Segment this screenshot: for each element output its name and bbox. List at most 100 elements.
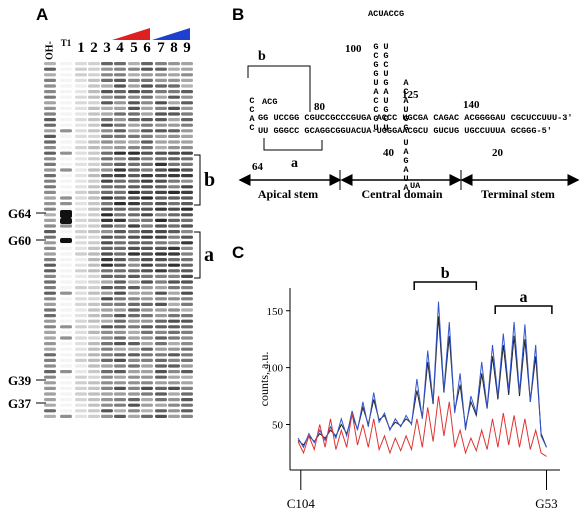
gel-band	[141, 386, 153, 390]
gel-band	[155, 370, 167, 374]
gel-band	[101, 134, 113, 138]
gel-band	[168, 185, 180, 189]
gel-band	[155, 241, 167, 245]
gel-band	[141, 392, 153, 396]
gel-band	[168, 386, 180, 390]
gel-band	[155, 274, 167, 278]
series-line	[297, 301, 547, 449]
gel-band	[128, 330, 140, 334]
gel-band	[75, 224, 87, 228]
gel-band	[128, 84, 140, 88]
gel-band	[101, 151, 113, 155]
gel-band	[60, 78, 72, 82]
gel-band	[155, 213, 167, 217]
gel-band	[60, 280, 72, 284]
gel-band	[60, 123, 72, 127]
gel-band	[181, 325, 193, 329]
gel-band	[114, 174, 126, 178]
gel-band	[44, 241, 56, 245]
gel-band	[88, 112, 100, 116]
gel-band	[44, 146, 56, 150]
gel-band	[168, 101, 180, 105]
gel-band	[155, 123, 167, 127]
gel-band	[141, 409, 153, 413]
gel-band	[44, 258, 56, 262]
gel-band	[60, 302, 72, 306]
gel-band	[75, 118, 87, 122]
gel-band	[44, 342, 56, 346]
gel-band	[101, 269, 113, 273]
lane-label: 9	[183, 40, 191, 56]
gel-band	[168, 207, 180, 211]
gel-band	[88, 146, 100, 150]
gel-band	[181, 179, 193, 183]
gel-band	[181, 263, 193, 267]
gel-band	[168, 375, 180, 379]
gel-band	[44, 118, 56, 122]
gel-band	[181, 140, 193, 144]
gel-band	[101, 241, 113, 245]
gel-band	[128, 140, 140, 144]
gel-band	[168, 196, 180, 200]
gel-band	[60, 414, 72, 418]
gel-band	[75, 190, 87, 194]
gel-band	[168, 241, 180, 245]
gel-band	[101, 286, 113, 290]
gel-band	[101, 392, 113, 396]
gel-band	[128, 364, 140, 368]
gel-band	[114, 129, 126, 133]
gel-band	[181, 241, 193, 245]
gel-band	[101, 235, 113, 239]
gel-band	[181, 403, 193, 407]
gel-band	[88, 151, 100, 155]
gel-band	[75, 78, 87, 82]
gel-band	[141, 90, 153, 94]
gel-band	[88, 129, 100, 133]
gel-band	[155, 84, 167, 88]
gel-band	[44, 95, 56, 99]
gel-band	[168, 146, 180, 150]
lane-label: 6	[143, 40, 151, 56]
gel-band	[168, 286, 180, 290]
gel-band	[128, 347, 140, 351]
gel-band	[44, 370, 56, 374]
gel-band	[44, 101, 56, 105]
gel-band	[88, 386, 100, 390]
gel-band	[75, 347, 87, 351]
gel-band	[141, 325, 153, 329]
gel-band	[88, 162, 100, 166]
gel-band	[181, 146, 193, 150]
gel-band	[60, 73, 72, 77]
gel-band	[128, 269, 140, 273]
gel-band	[114, 162, 126, 166]
gel-band	[114, 168, 126, 172]
gel-band	[88, 84, 100, 88]
gel-band	[88, 224, 100, 228]
gel-band	[181, 224, 193, 228]
gel-band	[128, 319, 140, 323]
gel-band	[155, 297, 167, 301]
gel-band	[88, 330, 100, 334]
gel-band	[44, 308, 56, 312]
gel-band	[44, 78, 56, 82]
gel-band	[101, 196, 113, 200]
gel-band	[114, 67, 126, 71]
gel-band	[44, 274, 56, 278]
gel-band	[114, 370, 126, 374]
gel-band	[168, 168, 180, 172]
gel-band	[75, 129, 87, 133]
x-tick-label: C104	[287, 496, 316, 511]
gel-band	[141, 106, 153, 110]
gel-band	[155, 190, 167, 194]
gel-band	[101, 62, 113, 66]
gel-band	[168, 252, 180, 256]
gel-band	[128, 78, 140, 82]
gel-band	[181, 123, 193, 127]
gel-band	[128, 302, 140, 306]
gel-band	[114, 112, 126, 116]
gel-band	[128, 146, 140, 150]
bulge: UA	[410, 181, 421, 191]
gel-band	[181, 302, 193, 306]
gel-band	[101, 230, 113, 234]
gel-band	[155, 409, 167, 413]
